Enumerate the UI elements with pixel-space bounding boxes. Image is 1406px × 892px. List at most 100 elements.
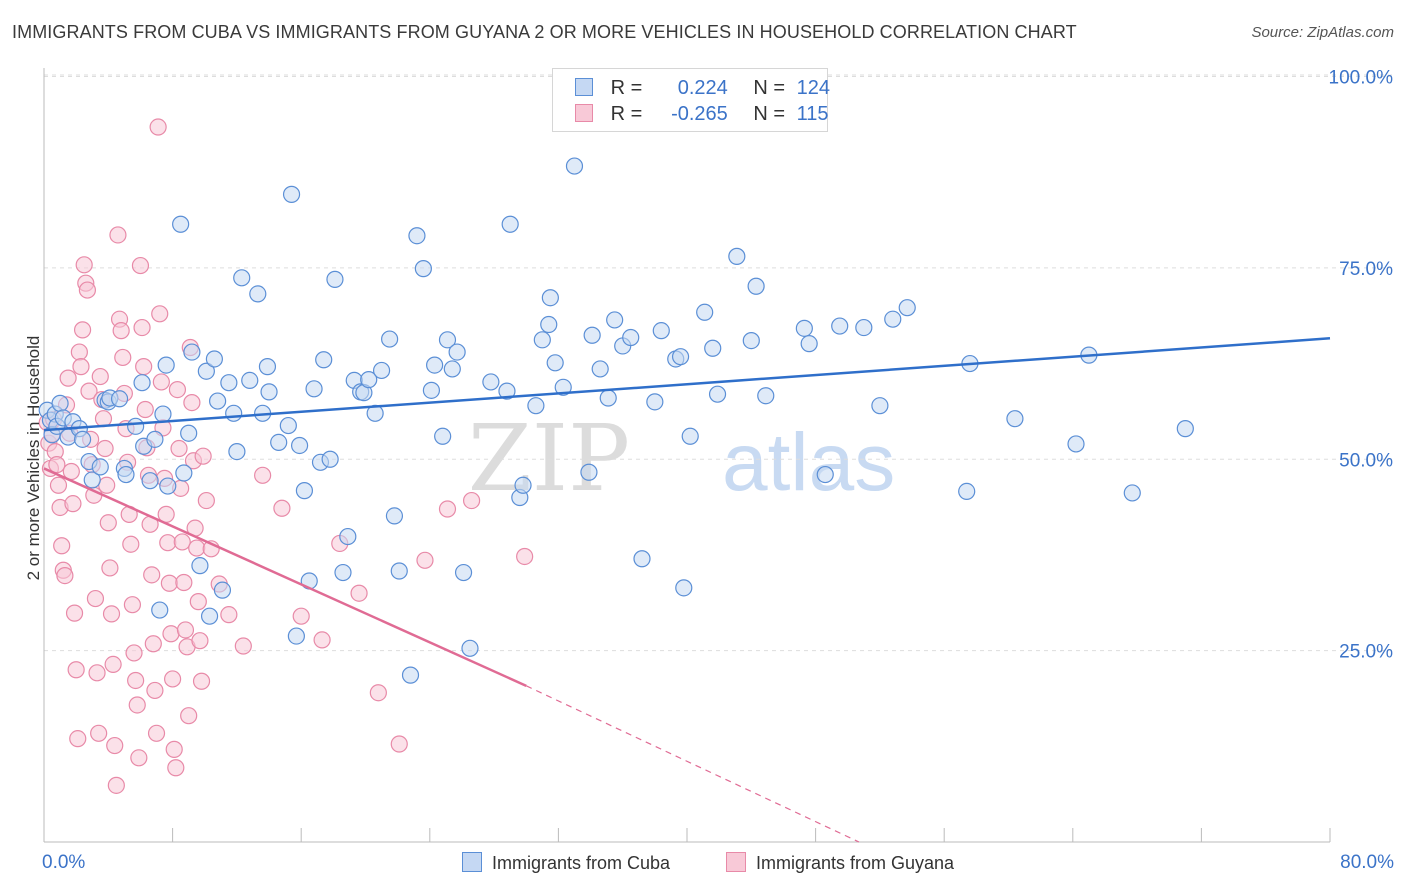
legend-n-label: N = <box>753 77 786 99</box>
cuba-point <box>141 472 159 490</box>
cuba-point <box>372 361 391 380</box>
guyana-point <box>188 539 206 557</box>
cuba-point <box>1176 420 1194 438</box>
guyana-point <box>180 707 198 725</box>
guyana-point <box>90 724 108 742</box>
guyana-point <box>125 644 143 662</box>
cuba-point <box>290 436 309 455</box>
guyana-point <box>273 499 291 517</box>
guyana-point <box>160 574 178 592</box>
cuba-point <box>172 215 190 233</box>
cuba-point <box>133 374 151 392</box>
watermark: ZIP atlas <box>468 405 895 512</box>
cuba-point <box>454 563 473 582</box>
legend-row-guyana: R = -0.265 N = 115 <box>575 103 829 127</box>
x-tick-max: 80.0% <box>1340 852 1394 873</box>
guyana-trend-line <box>43 467 527 687</box>
guyana-point <box>462 491 481 510</box>
cuba-point <box>591 360 609 378</box>
guyana-point <box>350 584 368 602</box>
cuba-point <box>339 527 357 546</box>
guyana-point <box>70 343 88 361</box>
guyana-point <box>101 559 119 577</box>
cuba-point <box>175 464 193 482</box>
cuba-point <box>728 247 746 265</box>
legend-r-label: R = <box>610 103 643 125</box>
watermark-atlas: atlas <box>722 417 895 508</box>
guyana-point <box>197 491 215 510</box>
guyana-point <box>516 547 534 566</box>
watermark-zip: ZIP <box>468 405 630 512</box>
guyana-point <box>234 637 252 655</box>
series-cuba-points <box>38 157 1194 684</box>
cuba-swatch-icon <box>575 78 593 96</box>
guyana-point <box>122 535 140 553</box>
guyana-point <box>438 500 457 518</box>
x-tick-min: 0.0% <box>42 852 86 873</box>
legend-guyana-r: -0.265 <box>671 103 728 125</box>
cuba-point <box>220 374 238 392</box>
bottom-legend-guyana[interactable]: Immigrants from Guyana <box>726 852 954 874</box>
guyana-point <box>144 635 162 653</box>
cuba-point <box>482 373 500 391</box>
cuba-point <box>321 450 339 468</box>
guyana-point <box>175 573 193 592</box>
y-tick-label-25: 25.0% <box>1339 642 1393 663</box>
axes <box>43 68 1331 843</box>
cuba-point <box>200 607 219 625</box>
cuba-point <box>898 299 916 317</box>
cuba-point <box>426 356 444 374</box>
guyana-point <box>220 606 238 624</box>
guyana-point <box>123 596 142 614</box>
legend-n-label: N = <box>753 103 786 125</box>
cuba-point <box>540 315 558 334</box>
cuba-point <box>565 157 584 175</box>
cuba-point <box>385 507 404 525</box>
bottom-legend-cuba[interactable]: Immigrants from Cuba <box>462 852 670 874</box>
cuba-point <box>205 350 223 368</box>
gridlines <box>44 74 1392 652</box>
cuba-point <box>117 465 135 484</box>
guyana-point <box>73 321 92 339</box>
cuba-point <box>795 319 813 337</box>
cuba-point <box>334 563 352 582</box>
cuba-point <box>1067 435 1085 453</box>
cuba-point <box>1123 484 1141 502</box>
guyana-point <box>313 631 331 649</box>
legend-cuba-r: 0.224 <box>677 77 728 99</box>
trend-lines <box>43 337 1331 843</box>
guyana-point <box>56 567 74 585</box>
cuba-point <box>180 424 198 442</box>
guyana-point <box>99 514 117 532</box>
cuba-trend-line <box>43 337 1331 432</box>
cuba-point <box>51 394 69 412</box>
guyana-point <box>162 625 180 643</box>
bottom-legend-guyana-label: Immigrants from Guyana <box>756 853 955 873</box>
cuba-point <box>73 430 92 448</box>
cuba-point <box>225 404 243 422</box>
cuba-point <box>831 317 849 335</box>
cuba-point <box>213 581 232 599</box>
cuba-point <box>159 477 177 495</box>
cuba-point <box>183 343 201 361</box>
guyana-point <box>192 672 211 690</box>
cuba-point <box>258 358 277 376</box>
guyana-point <box>151 305 169 323</box>
guyana-point <box>369 684 387 702</box>
y-tick-label-50: 50.0% <box>1339 450 1393 471</box>
cuba-point <box>260 383 278 401</box>
guyana-point <box>78 281 97 299</box>
guyana-point <box>49 476 68 494</box>
guyana-point <box>168 380 187 399</box>
cuba-point <box>414 260 432 278</box>
guyana-point <box>91 367 109 386</box>
cuba-point <box>241 371 259 390</box>
guyana-point <box>147 724 166 742</box>
cuba-point <box>816 465 834 484</box>
cuba-point <box>448 343 466 361</box>
cuba-point <box>958 482 976 501</box>
guyana-point <box>114 348 132 367</box>
cuba-point <box>233 269 251 287</box>
guyana-legend-icon <box>726 852 746 872</box>
